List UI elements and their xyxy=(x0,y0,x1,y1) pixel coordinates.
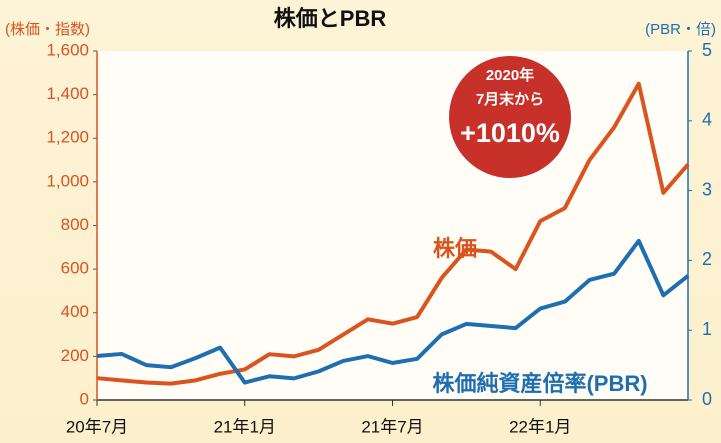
series-label: 株価 xyxy=(433,236,477,261)
annotation: 2020年 xyxy=(486,66,534,84)
plot-area xyxy=(97,51,688,400)
y-tick-label: 1,200 xyxy=(46,128,89,147)
annotation: 7月末から xyxy=(476,90,544,108)
chart-title: 株価とPBR xyxy=(274,6,387,31)
y2-tick-label: 2 xyxy=(702,249,712,269)
y2-axis-label: (PBR・倍) xyxy=(645,21,716,38)
y-tick-label: 1,400 xyxy=(46,84,89,103)
y-axis-label: (株価・指数) xyxy=(5,21,90,38)
y-tick-label: 0 xyxy=(80,389,89,408)
y2-tick-label: 0 xyxy=(702,389,712,409)
y-tick-label: 800 xyxy=(61,215,89,234)
y2-tick-label: 3 xyxy=(702,179,712,199)
x-tick-label: 21年1月 xyxy=(214,417,276,436)
x-tick-label: 21年7月 xyxy=(361,417,423,436)
y-tick-label: 600 xyxy=(61,259,89,278)
y2-tick-label: 5 xyxy=(702,40,712,60)
y-tick-label: 200 xyxy=(61,346,89,365)
y2-tick-label: 1 xyxy=(702,319,712,339)
y-tick-label: 400 xyxy=(61,302,89,321)
series-label: 株価純資産倍率(PBR) xyxy=(432,371,647,396)
x-tick-label: 20年7月 xyxy=(66,417,128,436)
series-line xyxy=(96,238,690,385)
annotation: +1010% xyxy=(460,118,560,148)
y-tick-label: 1,000 xyxy=(46,171,89,190)
series-line xyxy=(96,81,690,386)
y-tick-label: 1,600 xyxy=(46,40,89,59)
badge xyxy=(447,54,573,180)
x-tick-label: 22年1月 xyxy=(509,417,571,436)
y2-tick-label: 4 xyxy=(702,110,712,130)
